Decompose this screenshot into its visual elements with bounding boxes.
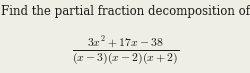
Text: $\dfrac{3x^2 + 17x - 38}{(x - 3)(x - 2)(x + 2)}$: $\dfrac{3x^2 + 17x - 38}{(x - 3)(x - 2)(… (72, 34, 178, 66)
Text: Find the partial fraction decomposition of: Find the partial fraction decomposition … (1, 5, 249, 18)
